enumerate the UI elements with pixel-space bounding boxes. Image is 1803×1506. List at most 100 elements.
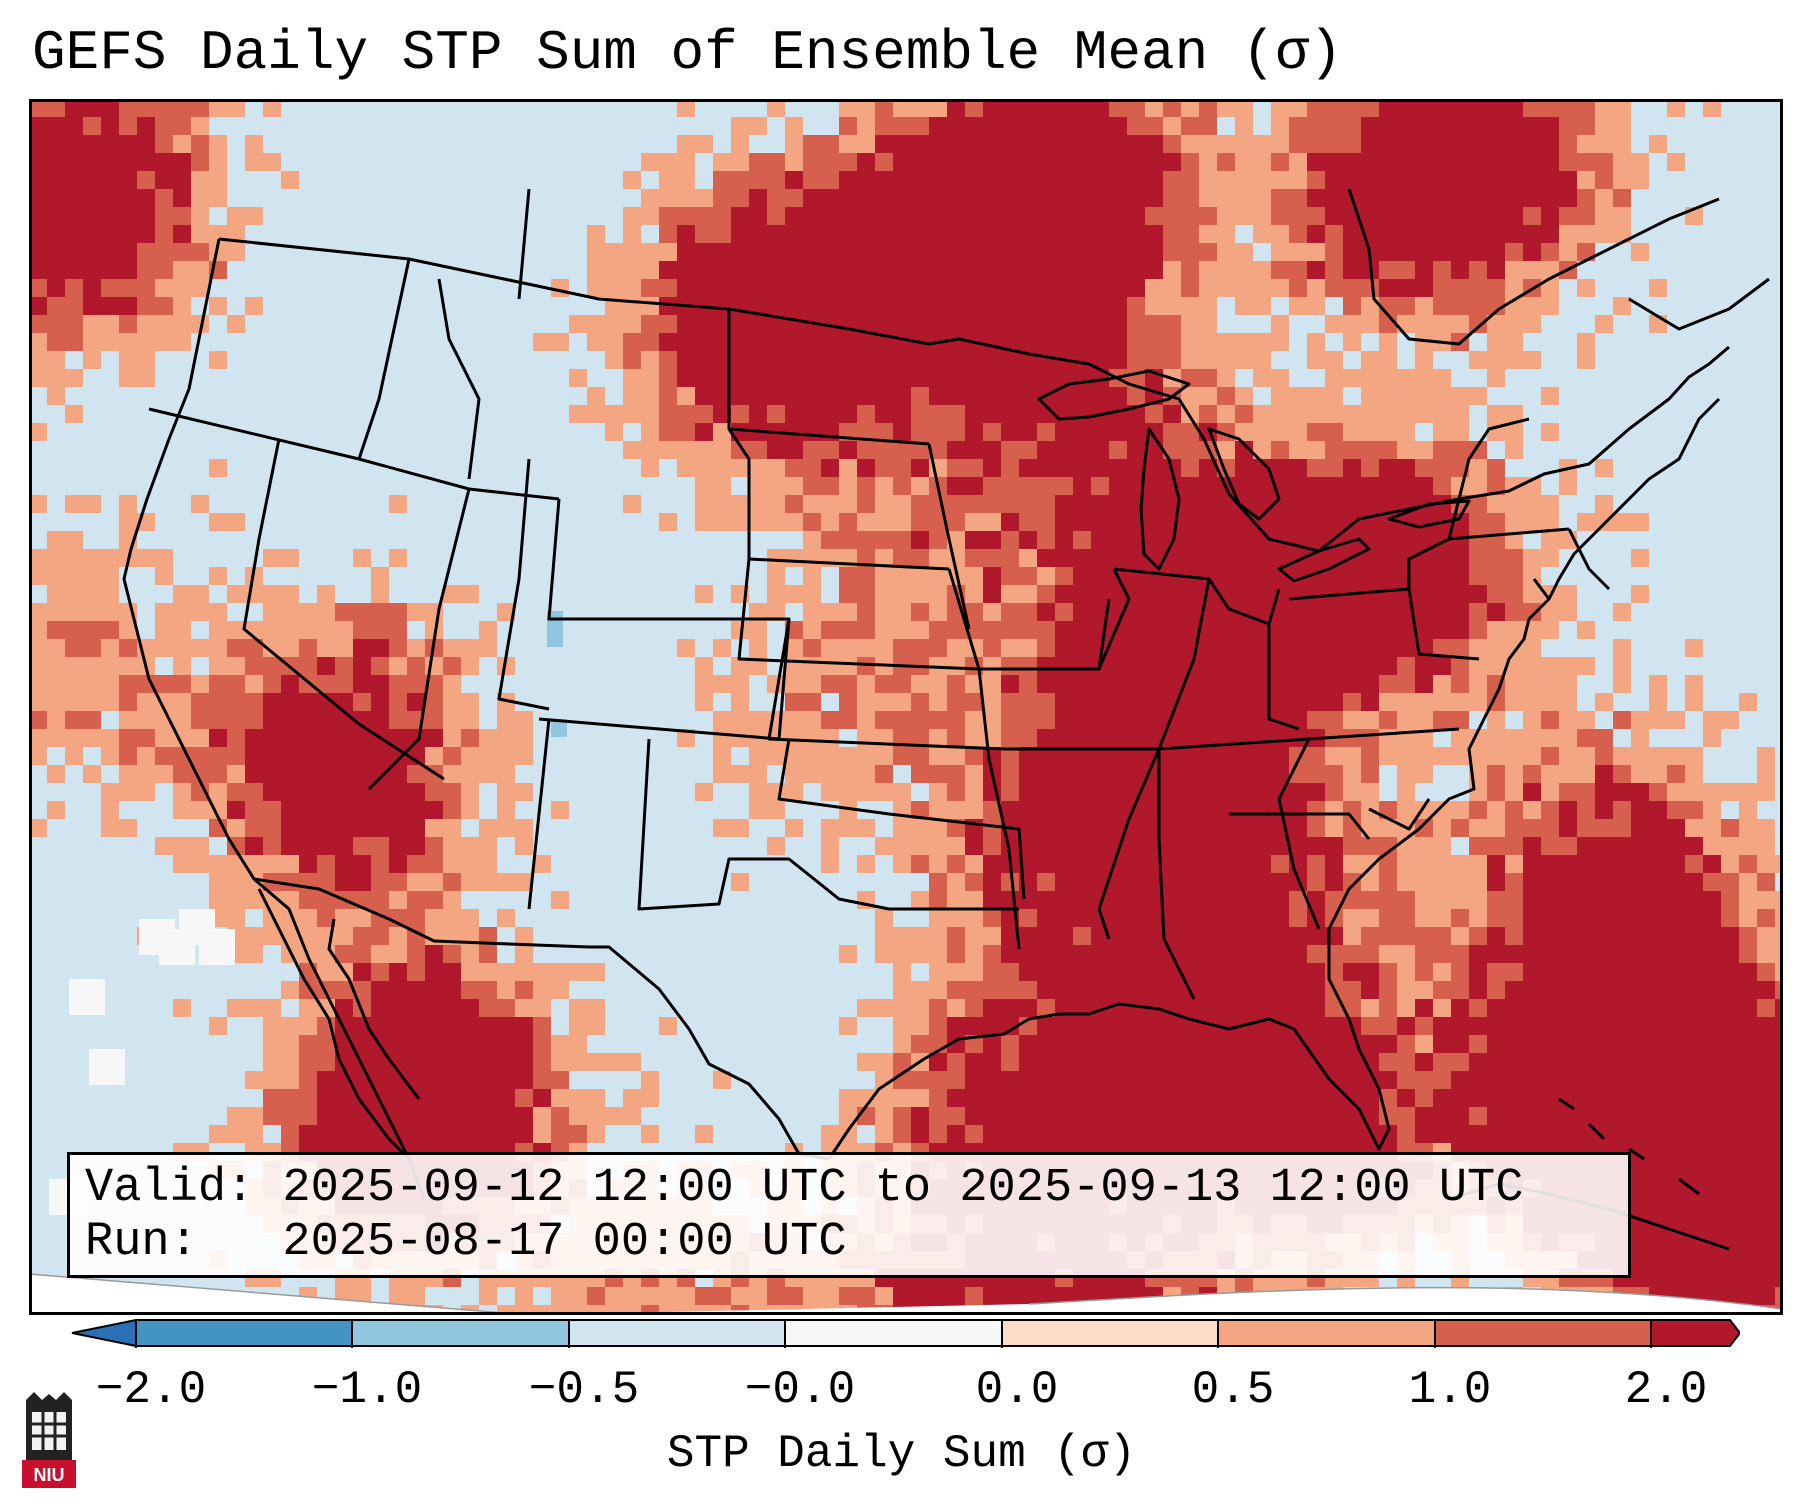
stp-cell [1775, 855, 1783, 873]
stp-cell [1685, 945, 1703, 963]
stp-cell [1217, 999, 1235, 1017]
stp-cell [857, 747, 875, 765]
stp-cell [245, 855, 263, 873]
stp-cell [875, 1287, 893, 1305]
stp-cell [965, 747, 983, 765]
stp-cell [1523, 351, 1541, 369]
stp-cell [1721, 981, 1739, 999]
stp-cell [605, 333, 623, 351]
stp-cell [1559, 1035, 1577, 1053]
stp-cell [983, 495, 1001, 513]
stp-cell [371, 981, 389, 999]
stp-cell [1577, 711, 1595, 729]
stp-cell [1703, 1053, 1721, 1071]
stp-cell [191, 315, 209, 333]
stp-cell [281, 585, 299, 603]
stp-cell [731, 207, 749, 225]
stp-cell [965, 585, 983, 603]
stp-cell [1073, 423, 1091, 441]
stp-cell [1019, 585, 1037, 603]
stp-cell [1217, 351, 1235, 369]
stp-cell [1397, 855, 1415, 873]
stp-cell [1469, 1089, 1487, 1107]
stp-cell [1289, 819, 1307, 837]
stp-cell [875, 495, 893, 513]
stp-cell [1469, 657, 1487, 675]
stp-cell [1307, 711, 1325, 729]
stp-cell [1577, 333, 1595, 351]
stp-cell [803, 261, 821, 279]
stp-cell [1397, 459, 1415, 477]
stp-cell [983, 405, 1001, 423]
stp-cell [1487, 135, 1505, 153]
stp-cell [299, 855, 317, 873]
stp-cell [461, 1071, 479, 1089]
stp-cell [875, 639, 893, 657]
stp-cell [1685, 1089, 1703, 1107]
stp-cell [1271, 765, 1289, 783]
stp-cell [101, 675, 119, 693]
stp-cell [713, 387, 731, 405]
stp-cell [1685, 837, 1703, 855]
stp-cell [1325, 639, 1343, 657]
stp-cell [695, 693, 713, 711]
stp-cell [191, 855, 209, 873]
stp-cell [1217, 513, 1235, 531]
stp-cell [839, 477, 857, 495]
stp-cell [1127, 729, 1145, 747]
stp-cell [29, 423, 47, 441]
stp-cell [1217, 1071, 1235, 1089]
stp-cell [1325, 441, 1343, 459]
stp-cell [641, 207, 659, 225]
stp-cell [785, 477, 803, 495]
stp-cell [695, 135, 713, 153]
stp-cell [1685, 765, 1703, 783]
stp-cell [1631, 153, 1649, 171]
stp-cell [1181, 909, 1199, 927]
stp-cell [875, 675, 893, 693]
stp-cell [1181, 117, 1199, 135]
stp-cell [1271, 675, 1289, 693]
stp-cell [65, 567, 83, 585]
stp-cell [1217, 225, 1235, 243]
stp-cell [857, 477, 875, 495]
stp-cell [191, 243, 209, 261]
stp-cell [1685, 855, 1703, 873]
stp-cell [1631, 243, 1649, 261]
stp-cell [1325, 603, 1343, 621]
stp-cell [767, 99, 785, 117]
stp-cell [659, 1305, 677, 1315]
stp-cell [1433, 657, 1451, 675]
stp-cell [407, 1089, 425, 1107]
stp-cell [947, 891, 965, 909]
stp-cell [1451, 315, 1469, 333]
stp-cell [425, 945, 443, 963]
stp-cell [1541, 729, 1559, 747]
stp-cell [1433, 945, 1451, 963]
stp-cell [875, 783, 893, 801]
stp-cell [1595, 747, 1613, 765]
stp-cell [1217, 621, 1235, 639]
stp-cell [1433, 855, 1451, 873]
stp-cell [875, 225, 893, 243]
stp-cell [1433, 243, 1451, 261]
stp-cell [767, 405, 785, 423]
stp-cell [263, 603, 281, 621]
stp-cell [1307, 495, 1325, 513]
stp-cell [1757, 1071, 1775, 1089]
stp-cell [947, 711, 965, 729]
stp-cell [425, 693, 443, 711]
stp-cell [947, 1017, 965, 1035]
stp-cell [29, 747, 47, 765]
stp-cell [1361, 531, 1379, 549]
stp-cell [929, 513, 947, 531]
stp-cell [1289, 459, 1307, 477]
stp-cell [1397, 963, 1415, 981]
stp-cell [1703, 999, 1721, 1017]
stp-cell [1451, 891, 1469, 909]
stp-cell [281, 1017, 299, 1035]
stp-cell [893, 513, 911, 531]
stp-cell [947, 351, 965, 369]
stp-cell [389, 495, 407, 513]
stp-cell [1235, 693, 1253, 711]
